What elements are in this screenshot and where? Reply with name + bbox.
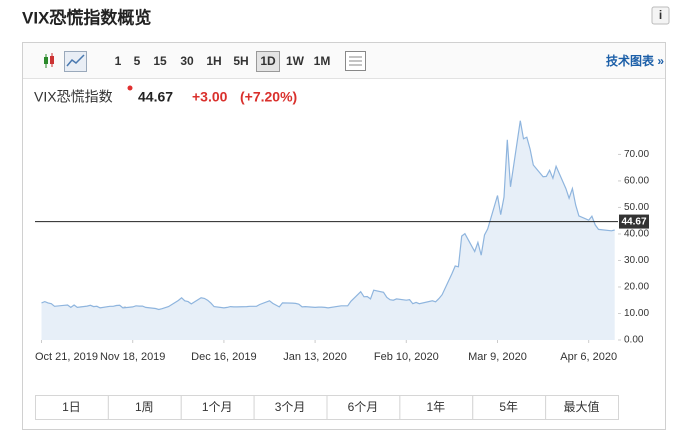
range-button[interactable] xyxy=(107,395,182,420)
quote-price: 44.67 xyxy=(138,89,173,105)
plot: 英为财情Investing.com0.0010.0020.0030.0040.0… xyxy=(35,120,649,363)
tech-chart-link[interactable]: 技术图表 » xyxy=(606,53,664,68)
range-label[interactable]: 最大值 xyxy=(564,399,600,414)
y-tick-label: 0.00 xyxy=(624,335,644,346)
line-icon[interactable] xyxy=(64,51,87,72)
interval-button[interactable]: 5 xyxy=(134,54,141,68)
area-fill xyxy=(41,120,615,340)
y-tick-label: 30.00 xyxy=(624,255,649,266)
interval-button[interactable]: 15 xyxy=(153,54,167,68)
interval-active[interactable] xyxy=(256,51,280,72)
range-label[interactable]: 1周 xyxy=(135,400,154,414)
range-label[interactable]: 1日 xyxy=(62,400,81,414)
candle-body[interactable] xyxy=(44,57,48,64)
quote-change-percent: (+7.20%) xyxy=(240,89,297,105)
range-button[interactable] xyxy=(35,395,109,420)
range-label[interactable]: 1个月 xyxy=(202,400,233,414)
interval-button[interactable]: 30 xyxy=(180,54,194,68)
interval-button[interactable]: 1 xyxy=(115,54,122,68)
range-label[interactable]: 5年 xyxy=(499,400,518,414)
interval-button[interactable]: 1W xyxy=(286,54,305,68)
page-title: VIX恐慌指数概览 xyxy=(22,7,151,27)
quote-name: VIX恐慌指数 xyxy=(34,89,113,105)
candle-body[interactable] xyxy=(50,56,54,64)
candle-icon[interactable] xyxy=(44,53,54,68)
range-button[interactable] xyxy=(326,395,401,420)
quote-change: +3.00 xyxy=(192,89,228,105)
toolbar xyxy=(23,43,665,78)
interval-button[interactable]: 1M xyxy=(314,54,331,68)
y-tick-label: 40.00 xyxy=(624,229,649,240)
interval-button[interactable]: 1D xyxy=(260,54,276,68)
y-tick-label: 60.00 xyxy=(624,176,649,187)
x-tick-label: Nov 18, 2019 xyxy=(100,351,165,363)
range-button[interactable] xyxy=(472,395,547,420)
x-tick-label: Apr 6, 2020 xyxy=(560,351,617,363)
line-icon-box[interactable] xyxy=(64,51,87,72)
y-tick-label: 70.00 xyxy=(624,149,649,160)
info-box[interactable] xyxy=(651,6,670,25)
x-tick-label: Dec 16, 2019 xyxy=(191,351,256,363)
x-tick-label: Feb 10, 2020 xyxy=(374,351,439,363)
y-tick-label: 20.00 xyxy=(624,282,649,293)
live-dot xyxy=(127,85,133,91)
range-label[interactable]: 3个月 xyxy=(275,400,306,414)
line-icon-glyph[interactable] xyxy=(66,54,85,67)
info-glyph[interactable]: i xyxy=(659,8,662,22)
interval-group: 1 5 15 30 1H 5H 1D 1W 1M xyxy=(115,51,331,72)
range-label[interactable]: 6个月 xyxy=(348,400,379,414)
range-button[interactable] xyxy=(399,395,474,420)
last-value-box xyxy=(619,214,649,229)
range-button[interactable] xyxy=(545,395,619,420)
interval-button[interactable]: 1H xyxy=(206,54,221,68)
area-line xyxy=(41,120,615,311)
x-tick-label: Mar 9, 2020 xyxy=(468,351,527,363)
last-value-label: 44.67 xyxy=(621,217,646,228)
range-group: 1日 1周 1个月 3个月 6个月 1年 5年 最大值 xyxy=(35,395,619,420)
x-tick-label: Jan 13, 2020 xyxy=(283,351,347,363)
table-icon[interactable] xyxy=(345,51,366,71)
range-button[interactable] xyxy=(253,395,328,420)
range-label[interactable]: 1年 xyxy=(426,400,445,414)
interval-button[interactable]: 5H xyxy=(233,54,248,68)
info-icon[interactable]: i xyxy=(651,6,670,25)
x-tick-label: Oct 21, 2019 xyxy=(35,351,98,363)
y-tick-label: 50.00 xyxy=(624,202,649,213)
y-tick-label: 10.00 xyxy=(624,308,649,319)
